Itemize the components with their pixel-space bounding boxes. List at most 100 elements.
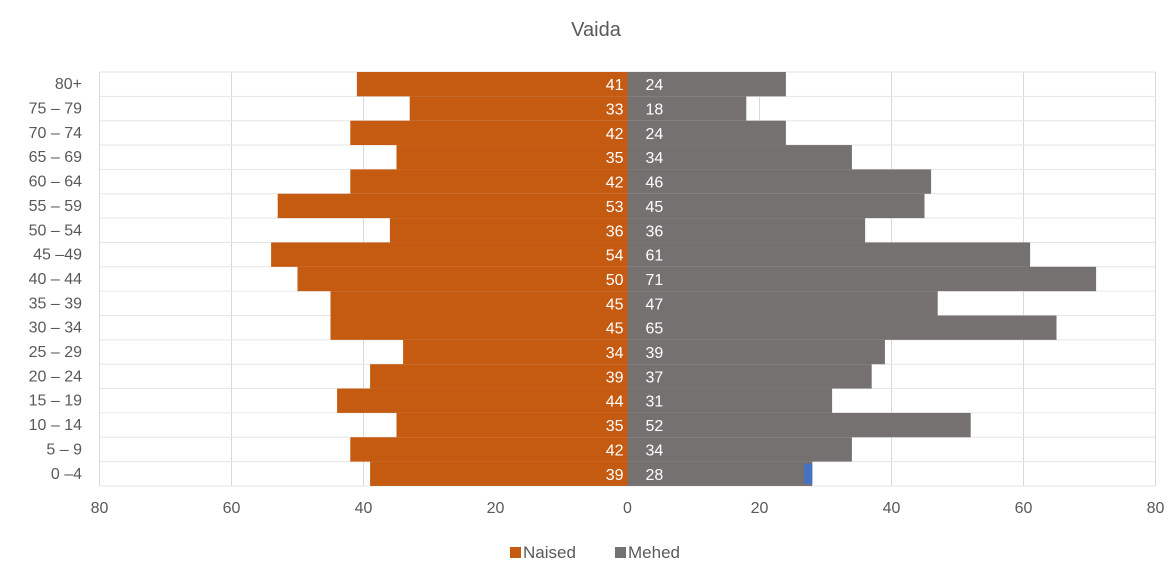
data-label-naised: 54 [606, 248, 624, 265]
y-tick-label: 40 – 44 [29, 271, 82, 288]
bar-mehed [627, 437, 852, 462]
bar-mehed [627, 193, 925, 219]
data-label-naised: 50 [606, 272, 624, 289]
x-tick-label: 40 [883, 500, 901, 517]
data-label-naised: 34 [606, 345, 624, 362]
bar-naised [350, 120, 628, 146]
data-label-naised: 33 [606, 102, 624, 119]
x-axis-tick-labels: 80 60 40 20 0 20 40 60 80 [91, 500, 1165, 517]
data-label-mehed: 34 [646, 150, 664, 167]
data-label-mehed: 52 [646, 418, 664, 435]
legend-swatch-naised [510, 547, 521, 558]
data-label-mehed: 31 [646, 394, 664, 411]
bar-mehed [627, 364, 872, 389]
y-tick-label: 70 – 74 [29, 125, 82, 142]
bar-mehed [627, 291, 938, 316]
data-label-mehed: 28 [646, 467, 664, 484]
y-tick-label: 30 – 34 [29, 320, 82, 337]
bar-mehed [627, 315, 1057, 340]
bar-mehed [627, 388, 833, 413]
x-tick-label: 20 [487, 500, 505, 517]
bar-naised [370, 461, 628, 486]
data-label-naised: 41 [606, 77, 624, 94]
x-tick-label: 20 [751, 500, 769, 517]
data-label-mehed: 65 [646, 321, 664, 338]
bar-naised [389, 218, 628, 243]
x-tick-label: 60 [1015, 500, 1033, 517]
y-tick-label: 55 – 59 [29, 198, 82, 215]
bar-naised [330, 315, 628, 340]
bar-naised [370, 364, 628, 389]
y-tick-label: 0 –4 [51, 466, 82, 483]
y-tick-label: 75 – 79 [29, 101, 82, 118]
data-label-naised: 39 [606, 467, 624, 484]
bar-naised [350, 437, 628, 462]
bar-mehed [627, 218, 866, 243]
data-label-mehed: 18 [646, 102, 664, 119]
y-tick-label: 65 – 69 [29, 149, 82, 166]
y-tick-label: 15 – 19 [29, 393, 82, 410]
bar-mehed [627, 242, 1031, 267]
bar-mehed [627, 96, 747, 121]
data-label-naised: 42 [606, 175, 624, 192]
data-label-naised: 45 [606, 296, 624, 313]
bar-naised [396, 412, 628, 438]
y-tick-label: 50 – 54 [29, 222, 82, 239]
data-label-naised: 35 [606, 150, 624, 167]
data-label-mehed: 34 [646, 442, 664, 459]
legend-label-mehed: Mehed [628, 543, 680, 562]
y-tick-label: 10 – 14 [29, 417, 82, 434]
legend: Naised Mehed [510, 543, 680, 562]
data-label-mehed: 37 [646, 369, 664, 386]
data-label-mehed: 71 [646, 272, 664, 289]
data-label-naised: 36 [606, 223, 624, 240]
bar-mehed [627, 145, 852, 170]
data-label-naised: 39 [606, 369, 624, 386]
data-label-naised: 45 [606, 321, 624, 338]
data-label-mehed: 39 [646, 345, 664, 362]
data-label-mehed: 24 [646, 126, 664, 143]
y-tick-label: 80+ [55, 76, 82, 93]
data-label-mehed: 24 [646, 77, 664, 94]
bar-mehed [627, 266, 1097, 292]
bars [271, 72, 1097, 486]
bar-mehed [627, 120, 786, 146]
data-labels: 41 24 33 18 42 24 35 34 42 46 53 45 36 36 54 61 50 71 45 47… [606, 77, 664, 484]
data-label-mehed: 45 [646, 199, 664, 216]
bar-naised [330, 291, 628, 316]
bar-naised [271, 242, 628, 267]
x-tick-label: 80 [91, 500, 109, 517]
x-tick-label: 60 [223, 500, 241, 517]
y-tick-label: 60 – 64 [29, 174, 82, 191]
bar-naised [350, 169, 628, 194]
bar-mehed [627, 169, 932, 194]
bar-mehed [627, 461, 813, 486]
y-tick-label: 25 – 29 [29, 344, 82, 361]
y-tick-label: 35 – 39 [29, 295, 82, 312]
bar-accent [804, 463, 813, 484]
data-label-naised: 35 [606, 418, 624, 435]
legend-label-naised: Naised [523, 543, 576, 562]
chart-title: Vaida [571, 19, 622, 41]
bar-naised [396, 145, 628, 170]
data-label-mehed: 47 [646, 296, 664, 313]
data-label-mehed: 46 [646, 175, 664, 192]
bar-naised [297, 266, 628, 292]
data-label-naised: 44 [606, 394, 624, 411]
bar-naised [277, 193, 628, 219]
y-axis-tick-labels: 80+ 75 – 79 70 – 74 65 – 69 60 – 64 55 – 59 50… [29, 76, 82, 483]
bar-naised [356, 72, 628, 97]
bar-naised [409, 96, 628, 121]
data-label-mehed: 61 [646, 248, 664, 265]
x-tick-label: 40 [355, 500, 373, 517]
data-label-mehed: 36 [646, 223, 664, 240]
bar-mehed [627, 339, 885, 365]
bar-naised [337, 388, 628, 413]
bar-mehed [627, 412, 971, 438]
y-tick-label: 20 – 24 [29, 368, 82, 385]
bar-naised [403, 339, 628, 365]
y-tick-label: 5 – 9 [46, 441, 82, 458]
x-tick-label: 80 [1147, 500, 1165, 517]
